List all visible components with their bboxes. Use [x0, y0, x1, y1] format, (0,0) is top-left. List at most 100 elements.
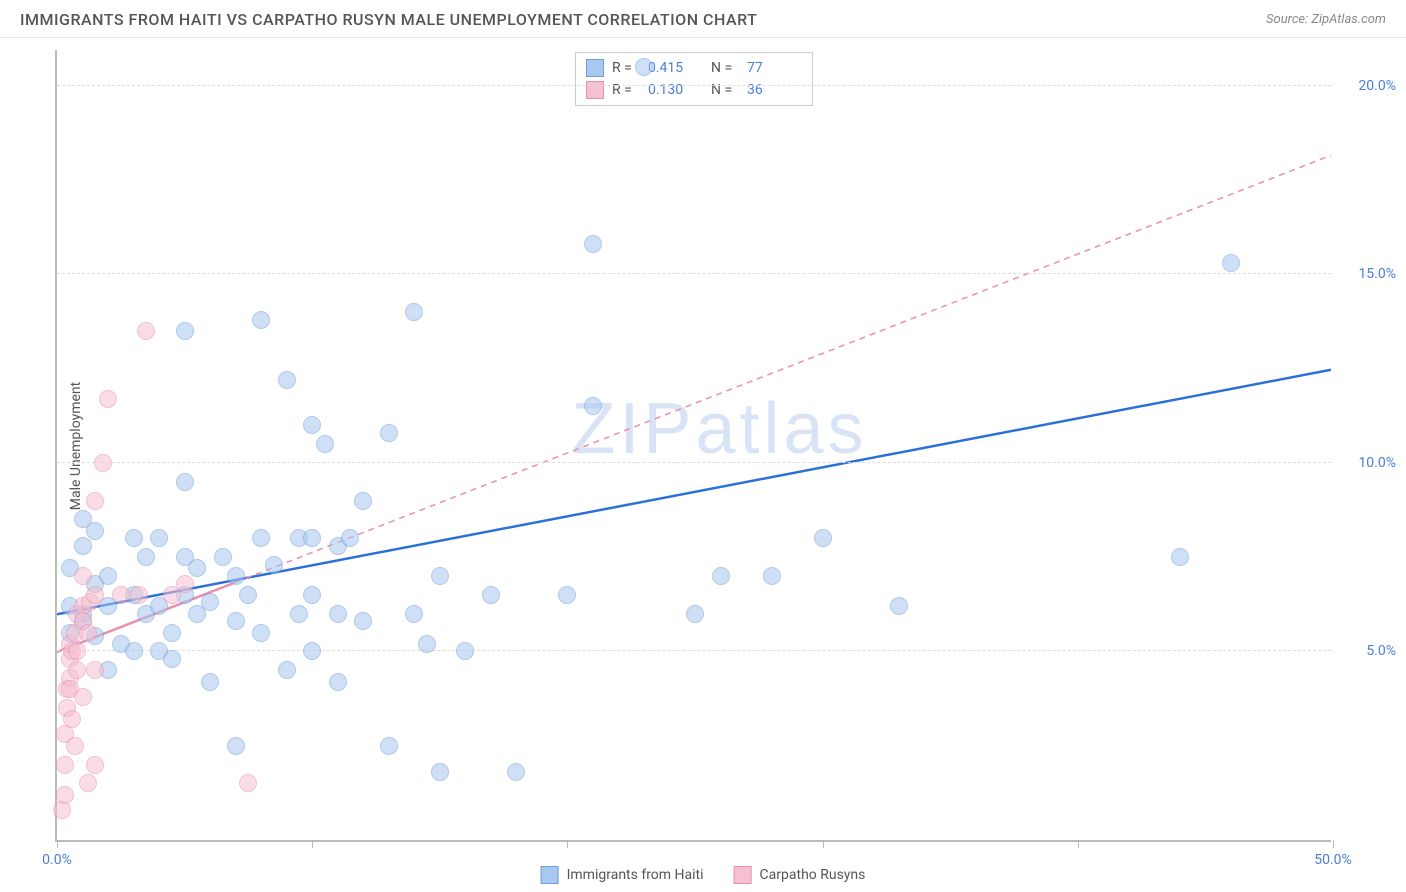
scatter-point: [86, 522, 104, 540]
scatter-point: [74, 688, 92, 706]
scatter-point: [99, 567, 117, 585]
scatter-point: [74, 537, 92, 555]
scatter-point: [201, 673, 219, 691]
scatter-point: [163, 624, 181, 642]
scatter-point: [405, 303, 423, 321]
scatter-point: [265, 556, 283, 574]
x-tick: [567, 840, 568, 848]
scatter-point: [1171, 548, 1189, 566]
scatter-point: [712, 567, 730, 585]
scatter-point: [354, 492, 372, 510]
gridline: [57, 650, 1331, 651]
scatter-point: [290, 605, 308, 623]
scatter-point: [130, 586, 148, 604]
x-tick: [57, 840, 58, 848]
y-tick-label: 20.0%: [1358, 78, 1396, 94]
scatter-point: [329, 605, 347, 623]
legend-swatch: [541, 866, 559, 884]
x-tick-label: 50.0%: [1314, 852, 1352, 868]
scatter-point: [252, 624, 270, 642]
gridline: [57, 273, 1331, 274]
legend-item: Immigrants from Haiti: [541, 866, 704, 884]
chart-header: IMMIGRANTS FROM HAITI VS CARPATHO RUSYN …: [0, 0, 1406, 38]
scatter-point: [176, 575, 194, 593]
y-tick-label: 5.0%: [1366, 643, 1396, 659]
legend-swatch: [734, 866, 752, 884]
scatter-point: [227, 567, 245, 585]
x-tick-label: 0.0%: [42, 852, 72, 868]
scatter-point: [137, 322, 155, 340]
trend-lines: [57, 50, 1331, 840]
x-tick: [823, 840, 824, 848]
x-tick: [1078, 840, 1079, 848]
scatter-point: [176, 473, 194, 491]
scatter-point: [94, 454, 112, 472]
scatter-point: [66, 737, 84, 755]
scatter-point: [1222, 254, 1240, 272]
scatter-point: [329, 673, 347, 691]
scatter-point: [125, 642, 143, 660]
gridline: [57, 85, 1331, 86]
scatter-point: [99, 390, 117, 408]
scatter-point: [137, 548, 155, 566]
scatter-point: [227, 612, 245, 630]
scatter-point: [163, 650, 181, 668]
watermark: ZIPatlas: [571, 388, 867, 470]
scatter-point: [63, 710, 81, 728]
scatter-point: [507, 763, 525, 781]
legend-item-label: Immigrants from Haiti: [567, 867, 704, 883]
scatter-point: [431, 763, 449, 781]
scatter-point: [56, 786, 74, 804]
chart-source: Source: ZipAtlas.com: [1266, 12, 1386, 27]
scatter-point: [278, 371, 296, 389]
chart-title: IMMIGRANTS FROM HAITI VS CARPATHO RUSYN …: [20, 10, 757, 29]
scatter-point: [584, 235, 602, 253]
legend-item: Carpatho Rusyns: [734, 866, 866, 884]
y-tick-label: 15.0%: [1358, 266, 1396, 282]
legend-n-label: N =: [711, 60, 739, 76]
legend-swatch: [586, 59, 604, 77]
scatter-point: [86, 756, 104, 774]
scatter-point: [686, 605, 704, 623]
scatter-point: [341, 529, 359, 547]
legend-r-value: 0.415: [648, 60, 703, 76]
scatter-point: [56, 756, 74, 774]
scatter-point: [239, 774, 257, 792]
scatter-point: [68, 642, 86, 660]
scatter-point: [418, 635, 436, 653]
legend-swatch: [586, 81, 604, 99]
scatter-point: [558, 586, 576, 604]
scatter-point: [176, 322, 194, 340]
scatter-point: [278, 661, 296, 679]
scatter-point: [635, 58, 653, 76]
scatter-point: [584, 397, 602, 415]
x-tick: [312, 840, 313, 848]
scatter-point: [482, 586, 500, 604]
scatter-point: [380, 424, 398, 442]
scatter-point: [227, 737, 245, 755]
scatter-point: [68, 661, 86, 679]
scatter-point: [86, 492, 104, 510]
x-tick: [1333, 840, 1334, 848]
legend-correlation: R =0.415N =77R =0.130N =36: [575, 52, 813, 106]
scatter-point: [201, 593, 219, 611]
legend-item-label: Carpatho Rusyns: [760, 867, 866, 883]
scatter-point: [79, 624, 97, 642]
scatter-point: [890, 597, 908, 615]
scatter-point: [354, 612, 372, 630]
scatter-point: [303, 586, 321, 604]
legend-n-value: 77: [747, 60, 802, 76]
scatter-chart: ZIPatlas R =0.415N =77R =0.130N =36 5.0%…: [55, 50, 1331, 842]
scatter-point: [239, 586, 257, 604]
y-tick-label: 10.0%: [1358, 455, 1396, 471]
scatter-point: [150, 529, 168, 547]
scatter-point: [252, 311, 270, 329]
scatter-point: [316, 435, 334, 453]
scatter-point: [303, 642, 321, 660]
scatter-point: [252, 529, 270, 547]
scatter-point: [188, 559, 206, 577]
legend-series: Immigrants from Haiti Carpatho Rusyns: [541, 866, 866, 884]
scatter-point: [214, 548, 232, 566]
scatter-point: [303, 416, 321, 434]
scatter-point: [112, 586, 130, 604]
